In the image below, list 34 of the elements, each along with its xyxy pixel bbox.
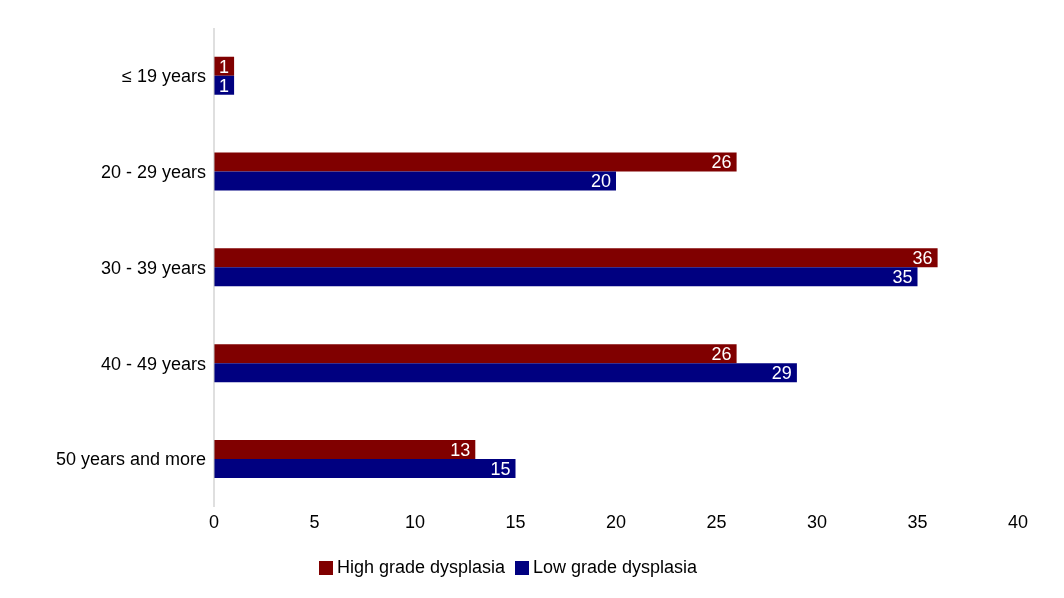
y-tick-label: 20 - 29 years <box>100 162 206 183</box>
data-label: 15 <box>490 458 511 479</box>
data-label: 36 <box>912 248 933 269</box>
bar <box>214 363 797 383</box>
bar <box>214 248 938 268</box>
bar <box>214 152 737 172</box>
x-tick-label: 35 <box>907 511 928 532</box>
x-tick-label: 10 <box>404 511 426 532</box>
y-tick-label: 40 - 49 years <box>100 353 206 374</box>
data-label: 20 <box>590 171 611 192</box>
x-tick-label: 5 <box>309 511 320 532</box>
data-label: 35 <box>892 267 913 288</box>
bar <box>214 267 918 287</box>
bar <box>214 458 516 478</box>
bar <box>214 439 476 459</box>
data-label: 26 <box>711 152 732 173</box>
y-tick-label: 50 years and more <box>55 449 206 470</box>
x-tick-label: 15 <box>505 511 526 532</box>
y-tick-label: ≤ 19 years <box>122 66 206 87</box>
x-tick-label: 25 <box>706 511 727 532</box>
data-label: 26 <box>711 344 732 365</box>
x-tick-label: 0 <box>208 511 220 532</box>
x-tick-label: 20 <box>605 511 627 532</box>
bar <box>214 171 616 191</box>
y-tick-label: 30 - 39 years <box>100 257 206 278</box>
legend-label: Low grade dysplasia <box>533 557 698 577</box>
x-tick-label: 40 <box>1007 511 1029 532</box>
legend-label: High grade dysplasia <box>336 557 505 577</box>
data-label: 1 <box>219 75 230 96</box>
data-label: 29 <box>771 363 792 384</box>
bar <box>214 344 737 364</box>
x-tick-label: 30 <box>806 511 828 532</box>
data-label: 1 <box>219 56 230 77</box>
data-label: 13 <box>450 439 471 460</box>
